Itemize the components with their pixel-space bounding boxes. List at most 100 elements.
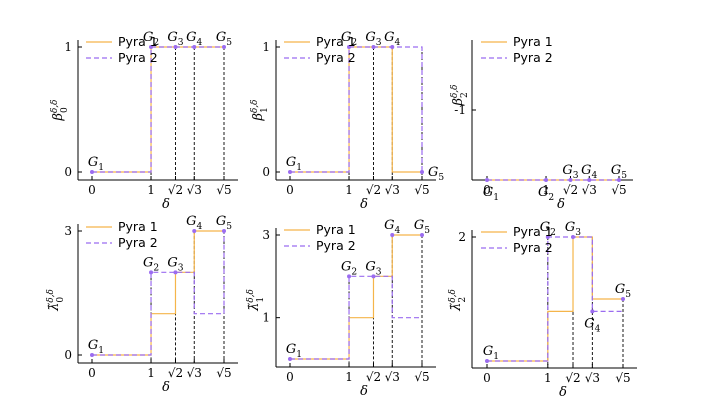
point-marker bbox=[544, 178, 549, 182]
point-label: G4 bbox=[384, 30, 400, 48]
point-label: G3 bbox=[167, 30, 183, 48]
x-tick-label: 0 bbox=[286, 370, 294, 384]
x-axis-label: δ bbox=[162, 380, 170, 395]
point-marker bbox=[420, 233, 424, 237]
x-tick-label: √3 bbox=[187, 183, 202, 197]
point-marker bbox=[192, 45, 197, 49]
y-tick-label: 1 bbox=[262, 40, 270, 54]
series-1-line bbox=[92, 46, 224, 173]
point-label: G4 bbox=[584, 316, 600, 334]
legend-label-pyra-2: Pyra 2 bbox=[118, 235, 158, 250]
point-label: G2 bbox=[341, 259, 357, 277]
x-tick-label: √2 bbox=[366, 370, 381, 384]
point-label: G3 bbox=[167, 255, 183, 273]
x-tick-label: 1 bbox=[147, 366, 155, 380]
point-label: G4 bbox=[581, 163, 597, 181]
point-label: G1 bbox=[88, 338, 104, 356]
y-tick-label: -1 bbox=[454, 103, 466, 117]
x-tick-label: √2 bbox=[563, 183, 578, 197]
y-axis-label: βδ,δ0 bbox=[50, 100, 70, 122]
x-tick-label: 1 bbox=[345, 183, 353, 197]
point-marker bbox=[347, 45, 352, 49]
legend-label-pyra-1: Pyra 1 bbox=[316, 34, 356, 49]
x-tick-label: √3 bbox=[385, 370, 400, 384]
point-marker bbox=[192, 229, 197, 233]
y-tick-label: 3 bbox=[262, 228, 270, 242]
series-1-line bbox=[487, 236, 623, 362]
x-tick-label: √5 bbox=[216, 183, 231, 197]
point-marker bbox=[485, 359, 489, 363]
series-2-line bbox=[290, 46, 423, 173]
point-label: G2 bbox=[540, 220, 556, 238]
x-tick-label: √5 bbox=[216, 366, 231, 380]
x-axis-label: δ bbox=[360, 384, 368, 399]
x-tick-label: √2 bbox=[565, 371, 580, 385]
point-label: G5 bbox=[216, 30, 232, 48]
x-tick-label: 0 bbox=[88, 183, 96, 197]
legend-label-pyra-1: Pyra 1 bbox=[118, 34, 158, 49]
point-label: G4 bbox=[186, 214, 202, 232]
point-marker bbox=[390, 233, 395, 237]
series-1-line bbox=[290, 46, 422, 173]
point-label: G2 bbox=[341, 30, 357, 48]
point-label: G3 bbox=[365, 30, 381, 48]
point-label: G3 bbox=[565, 220, 581, 238]
series-2-line bbox=[92, 46, 224, 173]
x-tick-label: √2 bbox=[168, 183, 183, 197]
point-marker bbox=[173, 270, 178, 275]
point-label: G5 bbox=[216, 214, 232, 232]
legend-label-pyra-2: Pyra 2 bbox=[316, 50, 356, 65]
point-label: G4 bbox=[186, 30, 202, 48]
legend-label-pyra-1: Pyra 1 bbox=[513, 224, 553, 239]
series-2-line bbox=[92, 231, 225, 356]
y-tick-label: 1 bbox=[262, 311, 270, 325]
x-tick-label: 0 bbox=[286, 183, 294, 197]
point-label: G3 bbox=[562, 163, 578, 181]
point-marker bbox=[347, 274, 352, 279]
point-marker bbox=[222, 45, 226, 49]
legend-label-pyra-1: Pyra 1 bbox=[316, 222, 356, 237]
point-label: G1 bbox=[88, 155, 104, 173]
point-label: G5 bbox=[414, 218, 430, 236]
point-marker bbox=[371, 45, 376, 49]
series-1-line bbox=[290, 234, 422, 360]
series-1-line bbox=[92, 230, 224, 356]
x-axis-label: δ bbox=[557, 197, 565, 212]
point-label: G4 bbox=[384, 218, 400, 236]
x-tick-label: √2 bbox=[168, 366, 183, 380]
point-marker bbox=[390, 45, 395, 49]
point-marker bbox=[149, 45, 154, 49]
x-axis-label: δ bbox=[162, 197, 170, 212]
y-tick-label: 1 bbox=[64, 40, 72, 54]
y-tick-label: 0 bbox=[64, 165, 72, 179]
x-tick-label: √2 bbox=[366, 183, 381, 197]
x-tick-label: √3 bbox=[582, 183, 597, 197]
y-axis-label: λ̃δ,δ2 bbox=[448, 289, 468, 312]
y-tick-label: 3 bbox=[64, 224, 72, 238]
point-marker bbox=[571, 235, 576, 239]
y-axis-label: λ̃δ,δ1 bbox=[246, 289, 266, 312]
x-tick-label: √3 bbox=[187, 366, 202, 380]
x-tick-label: 1 bbox=[345, 370, 353, 384]
y-tick-label: 0 bbox=[64, 348, 72, 362]
legend-label-pyra-2: Pyra 2 bbox=[118, 50, 158, 65]
point-marker bbox=[420, 170, 424, 174]
legend-label-pyra-2: Pyra 2 bbox=[513, 240, 553, 255]
point-marker bbox=[288, 170, 292, 174]
point-label: G2 bbox=[143, 30, 159, 48]
legend-label-pyra-2: Pyra 2 bbox=[316, 238, 356, 253]
x-tick-label: 1 bbox=[542, 183, 550, 197]
x-tick-label: 0 bbox=[483, 371, 491, 385]
legend-label-pyra-1: Pyra 1 bbox=[118, 219, 158, 234]
x-tick-label: √5 bbox=[615, 371, 630, 385]
